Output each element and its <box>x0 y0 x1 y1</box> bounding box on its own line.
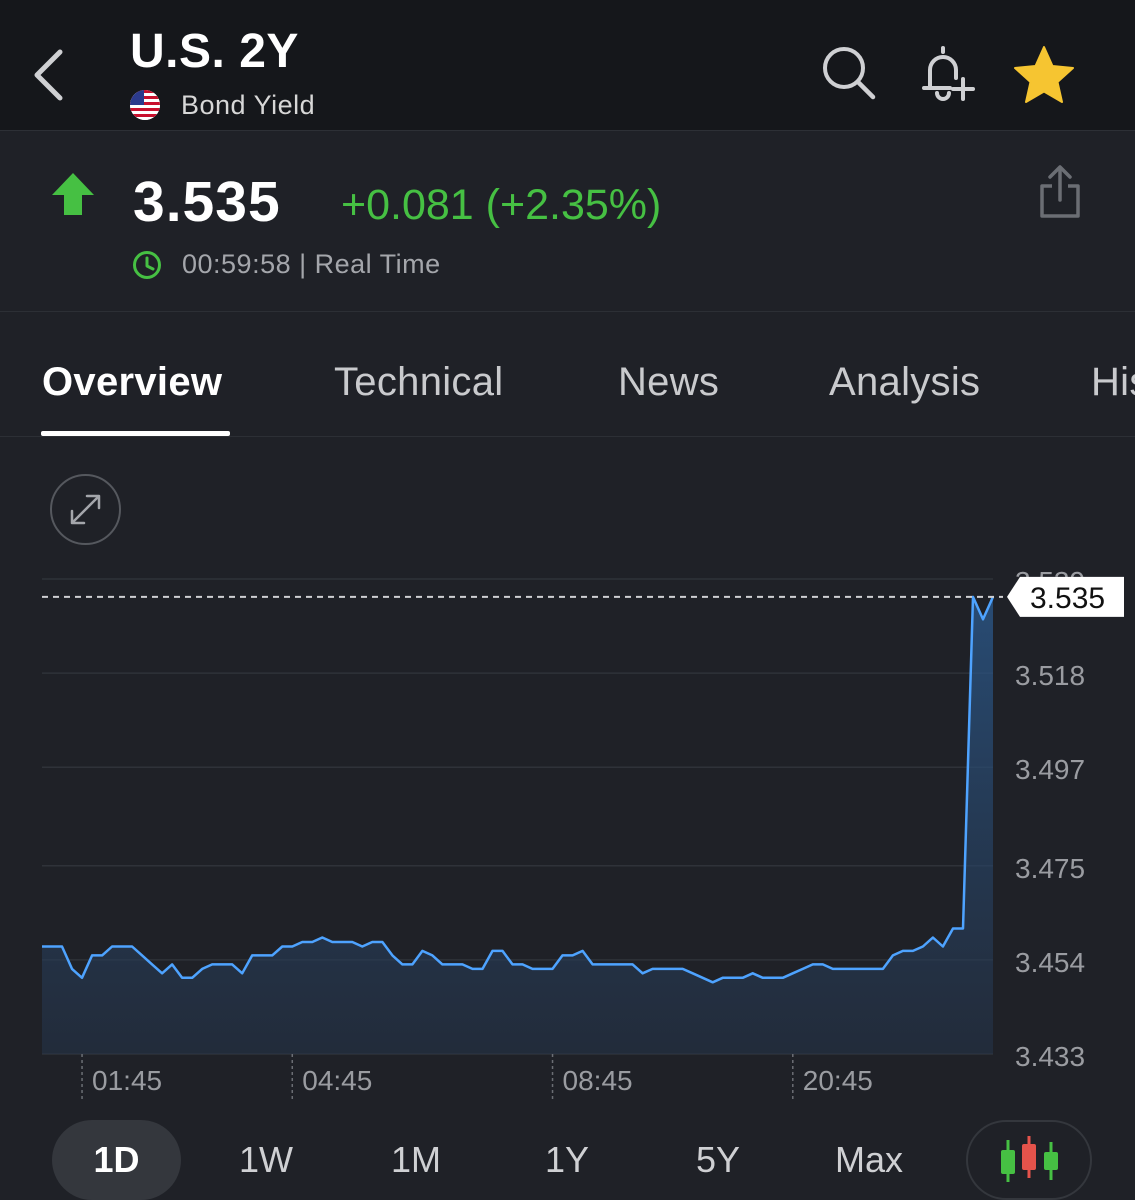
clock-icon <box>133 250 161 279</box>
range-1d-button[interactable]: 1D <box>52 1120 181 1200</box>
last-price-label: 3.535 <box>1030 582 1105 615</box>
last-price-marker <box>1007 576 1124 617</box>
range-1m-button[interactable]: 1M <box>390 1139 441 1180</box>
y-tick-label: 3.454 <box>1015 947 1085 978</box>
tab-news[interactable]: News <box>618 360 720 404</box>
expand-icon <box>70 494 101 525</box>
tab-technical[interactable]: Technical <box>334 360 504 404</box>
quote-panel: 3.535 +0.081 (+2.35%) 00:59:58 | Real Ti… <box>0 131 1135 312</box>
bell-plus-icon <box>922 46 975 101</box>
tab-history[interactable]: His <box>1091 360 1135 404</box>
range-5y-button[interactable]: 5Y <box>695 1139 741 1180</box>
star-icon <box>1014 46 1074 103</box>
price-area <box>42 596 993 1054</box>
section-tabs: Overview Technical News Analysis His <box>0 312 1135 437</box>
add-alert-button[interactable] <box>916 44 976 109</box>
chart-type-button[interactable] <box>966 1120 1092 1200</box>
y-tick-label: 3.518 <box>1015 660 1085 691</box>
expand-chart-button[interactable] <box>50 474 121 545</box>
x-tick-label: 20:45 <box>803 1065 873 1096</box>
back-button[interactable] <box>30 45 70 105</box>
watchlist-star-button[interactable] <box>1012 44 1076 113</box>
us-flag-icon <box>130 90 160 120</box>
range-1w-button[interactable]: 1W <box>239 1139 293 1180</box>
x-tick-label: 01:45 <box>92 1065 162 1096</box>
arrow-up-icon <box>50 171 96 222</box>
search-icon <box>823 47 876 100</box>
x-tick-label: 04:45 <box>302 1065 372 1096</box>
page-title: U.S. 2Y <box>130 25 299 78</box>
price-chart[interactable]: 3.5393.5183.4973.4753.4543.4333.53501:45… <box>0 560 1135 1110</box>
quote-time-label: 00:59:58 | Real Time <box>182 249 441 279</box>
chevron-left-icon <box>34 49 63 101</box>
last-price: 3.535 <box>133 170 281 234</box>
y-tick-label: 3.475 <box>1015 853 1085 884</box>
subtitle-label: Bond Yield <box>181 89 316 120</box>
price-change: +0.081 (+2.35%) <box>341 181 662 229</box>
price-line <box>42 595 995 984</box>
active-tab-indicator <box>41 431 230 436</box>
range-1y-button[interactable]: 1Y <box>544 1139 590 1180</box>
share-icon <box>1040 165 1080 218</box>
tab-overview[interactable]: Overview <box>42 360 223 404</box>
range-max-button[interactable]: Max <box>834 1139 903 1180</box>
search-button[interactable] <box>820 44 876 105</box>
y-tick-label: 3.433 <box>1015 1041 1085 1072</box>
x-tick-label: 08:45 <box>563 1065 633 1096</box>
instrument-type: Bond Yield <box>130 88 315 122</box>
share-button[interactable] <box>1036 164 1084 225</box>
app-header: U.S. 2Y Bond Yield <box>0 0 1135 131</box>
quote-time: 00:59:58 | Real Time <box>132 249 441 280</box>
candlestick-icon <box>1001 1136 1058 1182</box>
tab-analysis[interactable]: Analysis <box>829 360 981 404</box>
y-tick-label: 3.497 <box>1015 754 1085 785</box>
range-selector: 1D 1W 1M 1Y 5Y Max <box>0 1120 1135 1200</box>
